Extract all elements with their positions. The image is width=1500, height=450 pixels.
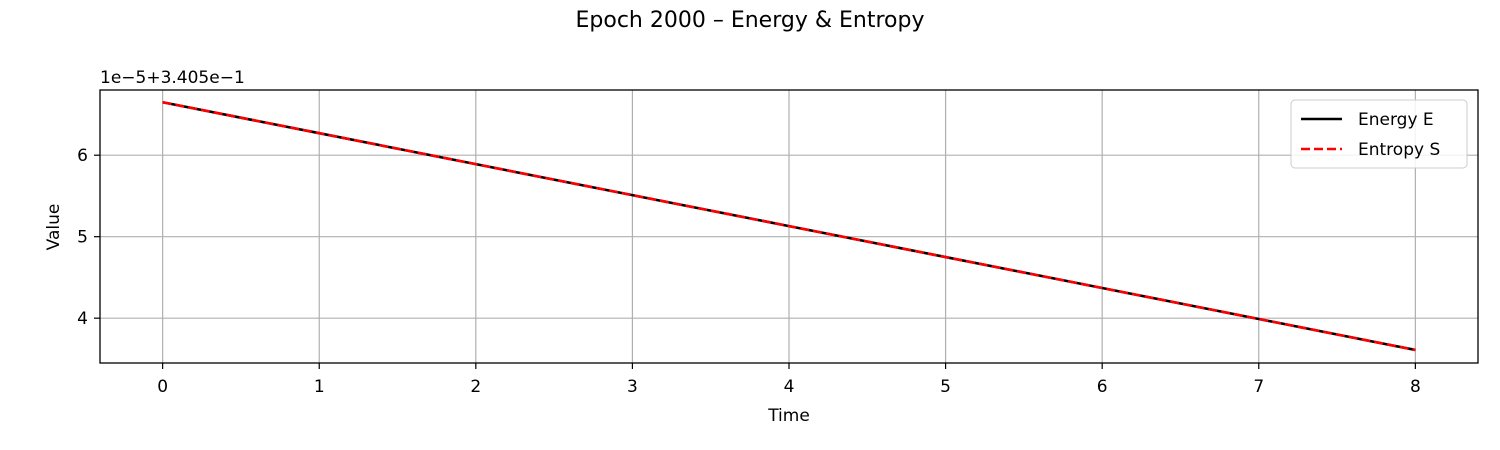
- x-tick-label: 7: [1253, 377, 1264, 397]
- x-axis-label: Time: [767, 406, 810, 426]
- legend: Energy E Entropy S: [1290, 99, 1468, 169]
- chart-title: Epoch 2000 – Energy & Entropy: [576, 8, 925, 33]
- series-layer: [162, 100, 1416, 352]
- x-tick-label: 5: [940, 377, 951, 397]
- legend-box: [1290, 99, 1468, 169]
- y-tick-label: 4: [77, 309, 88, 329]
- legend-label: Energy E: [1358, 110, 1434, 130]
- series-line-entropy: [162, 100, 1416, 352]
- x-tick-label: 1: [314, 377, 325, 397]
- legend-label: Entropy S: [1358, 140, 1440, 160]
- y-tick-label: 6: [77, 146, 88, 166]
- x-tick-label: 6: [1097, 377, 1108, 397]
- y-axis-label: Value: [44, 204, 64, 251]
- x-tick-label: 8: [1410, 377, 1421, 397]
- x-tick-label: 4: [784, 377, 795, 397]
- x-tick-label: 3: [627, 377, 638, 397]
- y-axis-offset-label: 1e−5+3.405e−1: [100, 68, 245, 88]
- x-tick-label: 0: [157, 377, 168, 397]
- axis-ticks: 0 1 2 3 4 5 6 7 8 4 5 6: [77, 146, 1421, 397]
- y-tick-label: 5: [77, 228, 88, 248]
- x-tick-label: 2: [470, 377, 481, 397]
